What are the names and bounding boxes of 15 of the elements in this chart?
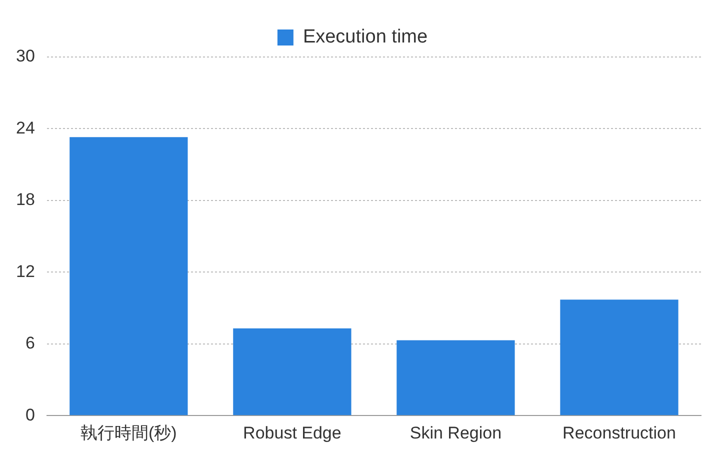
- bar: [560, 300, 678, 416]
- x-tick-label: Reconstruction: [562, 423, 676, 442]
- y-tick-label: 0: [25, 405, 35, 424]
- y-tick-label: 30: [16, 46, 35, 66]
- bar: [233, 328, 352, 416]
- y-tick-label: 24: [16, 118, 35, 138]
- x-tick-label: Robust Edge: [243, 423, 342, 442]
- y-tick-label: 18: [16, 190, 35, 210]
- y-tick-label: 12: [16, 262, 35, 281]
- x-tick-label: Skin Region: [410, 423, 502, 442]
- y-tick-label: 6: [25, 334, 35, 353]
- legend-label: Execution time: [302, 26, 428, 48]
- bar: [396, 340, 515, 416]
- bar: [70, 137, 188, 416]
- x-tick-label: 執行時間(秒): [80, 423, 177, 442]
